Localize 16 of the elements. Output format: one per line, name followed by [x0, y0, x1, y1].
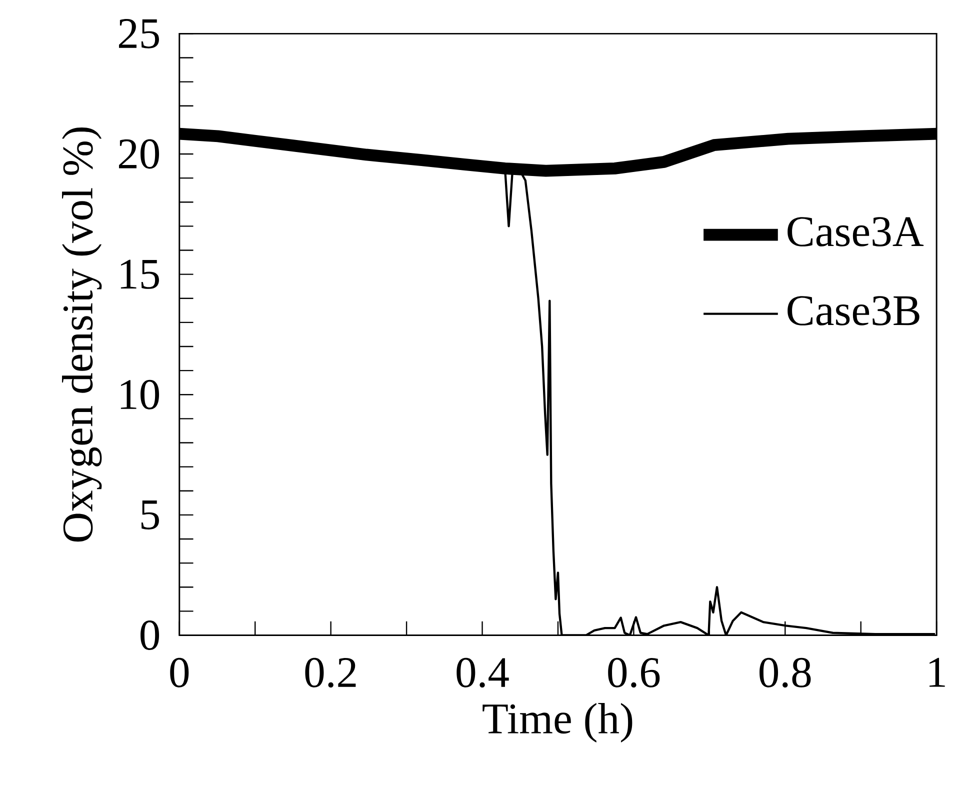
y-tick-label: 10 [120, 380, 160, 410]
x-tick-label: 0 [170, 658, 189, 688]
x-axis-title: Time (h) [482, 703, 632, 743]
x-tick-label: 0.6 [608, 658, 660, 688]
y-tick-label: 25 [119, 19, 159, 48]
x-tick-label: 0.2 [305, 658, 356, 688]
legend-label: Case3B [788, 296, 920, 326]
y-tick-label: 20 [119, 139, 160, 169]
y-tick-label: 15 [120, 260, 159, 290]
y-tick-label: 0 [140, 620, 160, 650]
x-tick-label: 0.4 [456, 658, 509, 688]
legend-label: Case3A [788, 217, 924, 247]
y-tick-label: 5 [141, 500, 159, 530]
x-tick-label: 0.8 [760, 658, 811, 688]
y-axis-title: Oxygen density (vol %) [62, 128, 102, 542]
x-tick-label: 1 [930, 658, 945, 687]
